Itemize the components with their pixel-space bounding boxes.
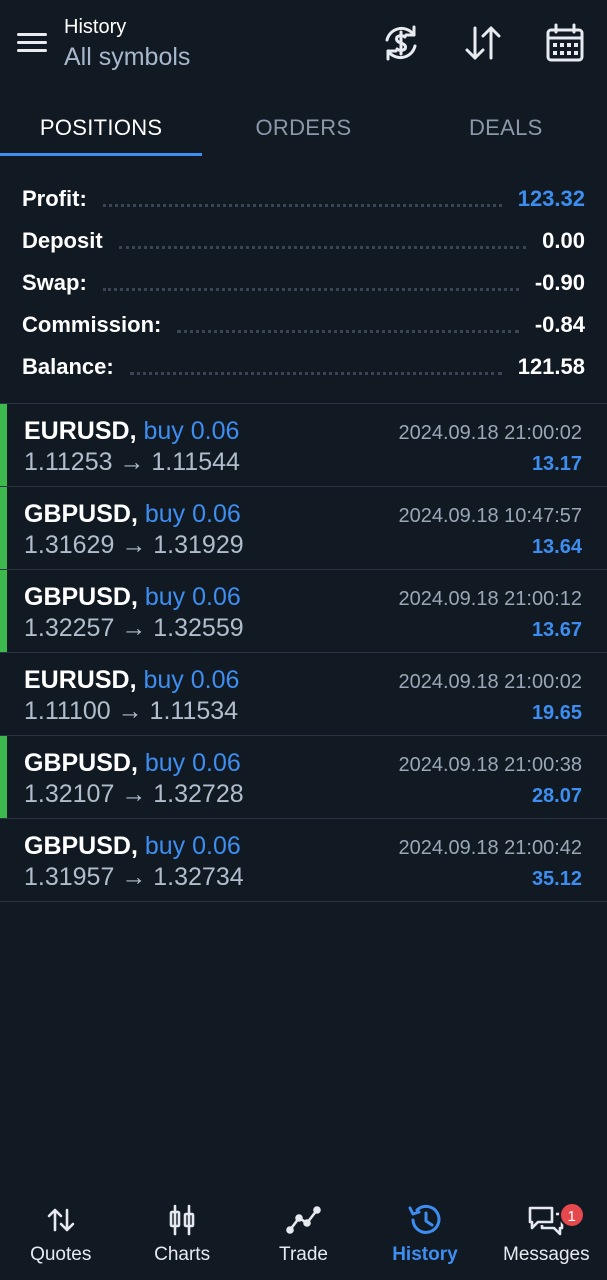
dotted-leader xyxy=(102,287,519,291)
dotted-leader xyxy=(102,203,502,207)
summary-balance-row: Balance: 121.58 xyxy=(22,346,585,388)
position-symbol: GBPUSD, xyxy=(24,749,138,777)
title-block: History All symbols xyxy=(64,14,190,74)
position-symbol: GBPUSD, xyxy=(24,583,138,611)
position-side: buy 0.06 xyxy=(143,666,240,694)
position-symbol: GBPUSD, xyxy=(24,500,138,528)
balance-label: Balance: xyxy=(22,354,114,379)
position-side: buy 0.06 xyxy=(144,749,241,777)
calendar-icon[interactable] xyxy=(544,22,586,64)
position-row[interactable]: EURUSD, buy 0.06 1.11100 → 1.11534 2024.… xyxy=(0,653,607,736)
position-prices: 1.32257 → 1.32559 xyxy=(24,614,244,642)
position-side: buy 0.06 xyxy=(144,583,241,611)
position-marker xyxy=(0,487,7,569)
swap-value: -0.90 xyxy=(534,270,585,295)
profit-value: 123.32 xyxy=(517,186,585,211)
nav-label: History xyxy=(392,1244,458,1265)
nav-trade[interactable]: Trade xyxy=(243,1190,364,1280)
position-prices: 1.32107 → 1.32728 xyxy=(24,780,244,808)
nav-label: Quotes xyxy=(30,1244,92,1265)
position-time: 2024.09.18 21:00:12 xyxy=(398,588,582,610)
position-side: buy 0.06 xyxy=(144,832,241,860)
positions-list: EURUSD, buy 0.06 1.11253 → 1.11544 2024.… xyxy=(0,403,607,902)
position-profit: 13.64 xyxy=(531,536,582,558)
deposit-label: Deposit xyxy=(22,228,103,253)
account-summary: Profit: 123.32 Deposit 0.00 Swap: -0.90 … xyxy=(22,178,585,388)
app-header: History All symbols xyxy=(0,0,607,92)
position-header: EURUSD, buy 0.06 xyxy=(24,665,239,695)
nav-charts[interactable]: Charts xyxy=(121,1190,242,1280)
position-time: 2024.09.18 21:00:02 xyxy=(398,671,582,693)
position-row[interactable]: GBPUSD, buy 0.06 1.31957 → 1.32734 2024.… xyxy=(0,819,607,902)
position-symbol: EURUSD, xyxy=(24,666,137,694)
nav-messages[interactable]: 1 Messages xyxy=(486,1190,607,1280)
nav-history[interactable]: History xyxy=(364,1190,485,1280)
commission-value: -0.84 xyxy=(534,312,585,337)
sort-icon[interactable] xyxy=(462,22,504,64)
position-row[interactable]: GBPUSD, buy 0.06 1.31629 → 1.31929 2024.… xyxy=(0,487,607,570)
position-profit: 28.07 xyxy=(531,785,582,807)
position-header: EURUSD, buy 0.06 xyxy=(24,416,239,446)
page-title: History xyxy=(64,16,127,38)
position-header: GBPUSD, buy 0.06 xyxy=(24,582,241,612)
dotted-leader xyxy=(118,245,527,249)
swap-label: Swap: xyxy=(22,270,87,295)
position-symbol: EURUSD, xyxy=(24,417,137,445)
tab-positions[interactable]: POSITIONS xyxy=(0,104,203,166)
position-row[interactable]: GBPUSD, buy 0.06 1.32257 → 1.32559 2024.… xyxy=(0,570,607,653)
trade-icon xyxy=(284,1202,324,1238)
position-side: buy 0.06 xyxy=(144,500,241,528)
summary-commission-row: Commission: -0.84 xyxy=(22,304,585,346)
position-side: buy 0.06 xyxy=(143,417,240,445)
position-header: GBPUSD, buy 0.06 xyxy=(24,831,241,861)
position-symbol: GBPUSD, xyxy=(24,832,138,860)
quotes-icon xyxy=(41,1202,81,1238)
position-marker xyxy=(0,404,7,486)
summary-swap-row: Swap: -0.90 xyxy=(22,262,585,304)
tab-orders[interactable]: ORDERS xyxy=(255,115,352,140)
position-marker xyxy=(0,736,7,818)
position-prices: 1.11253 → 1.11544 xyxy=(24,448,240,476)
position-row[interactable]: EURUSD, buy 0.06 1.11253 → 1.11544 2024.… xyxy=(0,404,607,487)
position-header: GBPUSD, buy 0.06 xyxy=(24,499,241,529)
deposit-value: 0.00 xyxy=(542,228,585,253)
bottom-nav: Quotes Charts Tr xyxy=(0,1190,607,1280)
history-tabs: POSITIONS ORDERS DEALS xyxy=(0,104,607,166)
position-profit: 13.67 xyxy=(531,619,582,641)
position-prices: 1.31957 → 1.32734 xyxy=(24,863,244,891)
balance-value: 121.58 xyxy=(517,354,585,379)
summary-deposit-row: Deposit 0.00 xyxy=(22,220,585,262)
position-profit: 19.65 xyxy=(531,702,582,724)
position-time: 2024.09.18 21:00:38 xyxy=(398,754,582,776)
position-prices: 1.11100 → 1.11534 xyxy=(24,697,239,725)
position-time: 2024.09.18 21:00:02 xyxy=(398,422,582,444)
position-profit: 13.17 xyxy=(531,453,582,475)
nav-label: Charts xyxy=(154,1244,211,1265)
position-header: GBPUSD, buy 0.06 xyxy=(24,748,241,778)
history-icon xyxy=(405,1202,445,1238)
nav-label: Messages xyxy=(503,1244,590,1265)
messages-badge: 1 xyxy=(558,1202,585,1228)
summary-profit-row: Profit: 123.32 xyxy=(22,178,585,220)
commission-label: Commission: xyxy=(22,312,162,337)
position-row[interactable]: GBPUSD, buy 0.06 1.32107 → 1.32728 2024.… xyxy=(0,736,607,819)
nav-label: Trade xyxy=(279,1244,328,1265)
position-marker xyxy=(0,570,7,652)
profit-label: Profit: xyxy=(22,186,87,211)
charts-icon xyxy=(162,1202,202,1238)
position-time: 2024.09.18 21:00:42 xyxy=(398,837,582,859)
position-time: 2024.09.18 10:47:57 xyxy=(398,505,582,527)
dotted-leader xyxy=(177,329,519,333)
currency-exchange-icon[interactable] xyxy=(380,22,422,64)
position-prices: 1.31629 → 1.31929 xyxy=(24,531,244,559)
symbol-filter[interactable]: All symbols xyxy=(64,43,191,71)
menu-icon[interactable] xyxy=(14,28,50,60)
nav-quotes[interactable]: Quotes xyxy=(0,1190,121,1280)
position-profit: 35.12 xyxy=(531,868,582,890)
tab-deals[interactable]: DEALS xyxy=(468,115,543,140)
dotted-leader xyxy=(129,371,502,375)
